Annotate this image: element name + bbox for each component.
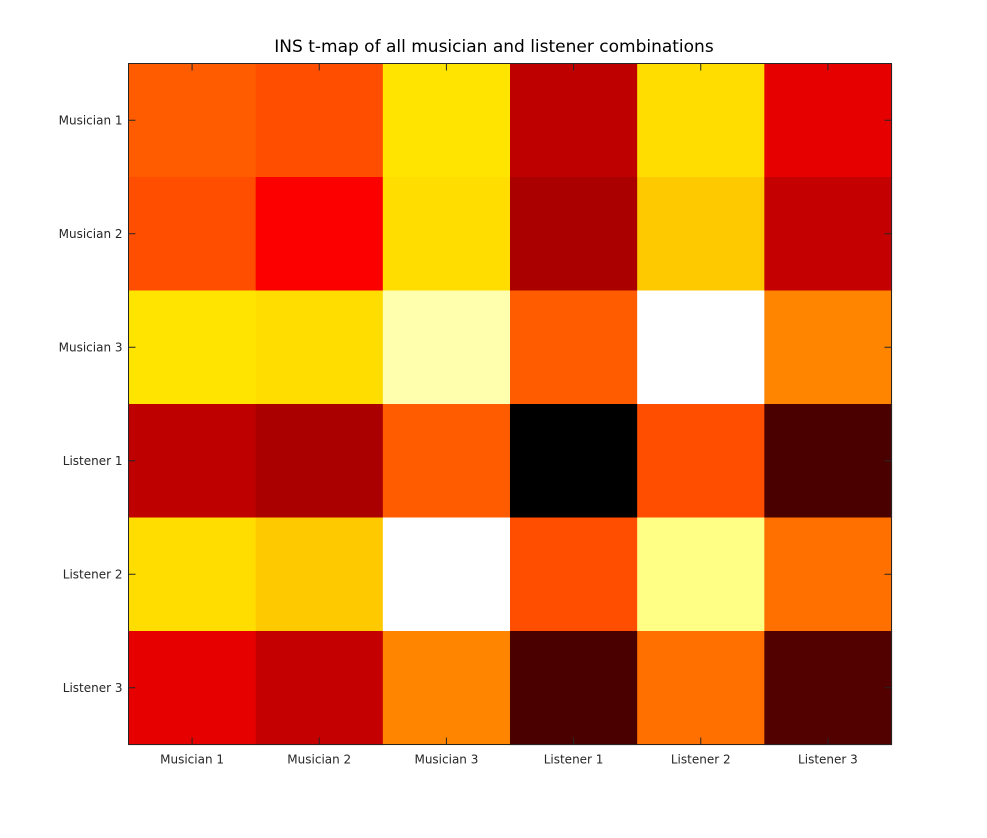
heatmap-cell	[255, 517, 384, 632]
heatmap-cell	[128, 63, 257, 178]
heatmap-cell	[637, 631, 765, 746]
heatmap-cell	[255, 631, 384, 746]
heatmap-cell	[382, 517, 511, 632]
heatmap-cell	[128, 290, 257, 405]
heatmap-cells	[128, 63, 893, 746]
y-tick-label: Listener 2	[63, 567, 123, 581]
heatmap-cell	[255, 63, 384, 178]
heatmap-cell	[255, 290, 384, 405]
y-tick-label: Listener 1	[63, 454, 123, 468]
heatmap-cell	[128, 517, 257, 632]
x-tick-label: Musician 3	[414, 753, 478, 767]
y-tick-label: Musician 2	[59, 227, 123, 241]
x-tick-label: Musician 2	[287, 753, 351, 767]
heatmap-cell	[637, 404, 765, 519]
heatmap-cell	[382, 177, 511, 292]
heatmap-cell	[382, 404, 511, 519]
heatmap-cell	[255, 177, 384, 292]
tick-labels: Musician 1 Musician 2 Musician 3 Listener 1…	[59, 113, 858, 766]
heatmap-cell	[764, 517, 893, 632]
heatmap-cell	[764, 290, 893, 405]
heatmap-cell	[764, 177, 893, 292]
heatmap-cell	[510, 631, 638, 746]
y-tick-label: Listener 3	[63, 681, 123, 695]
heatmap-cell	[255, 404, 384, 519]
heatmap-cell	[637, 177, 765, 292]
x-tick-label: Listener 2	[671, 753, 731, 767]
heatmap-cell	[128, 404, 257, 519]
heatmap-cell	[764, 404, 893, 519]
heatmap-cell	[510, 177, 638, 292]
chart-title: INS t-map of all musician and listener c…	[274, 37, 714, 57]
heatmap-cell	[510, 404, 638, 519]
heatmap-cell	[637, 517, 765, 632]
axis-ticks	[128, 63, 892, 745]
heatmap-cell	[382, 631, 511, 746]
x-tick-label: Listener 3	[798, 753, 858, 767]
x-tick-label: Musician 1	[160, 753, 224, 767]
y-tick-label: Musician 1	[59, 113, 123, 127]
heatmap-cell	[510, 63, 638, 178]
heatmap-cell	[637, 290, 765, 405]
heatmap-cell	[764, 63, 893, 178]
heatmap-cell	[764, 631, 893, 746]
y-tick-label: Musician 3	[59, 340, 123, 354]
heatmap-cell	[128, 177, 257, 292]
heatmap-cell	[128, 631, 257, 746]
heatmap-cell	[637, 63, 765, 178]
heatmap-cell	[382, 290, 511, 405]
heatmap-cell	[510, 290, 638, 405]
heatmap-cell	[382, 63, 511, 178]
heatmap-cell	[510, 517, 638, 632]
x-tick-label: Listener 1	[544, 753, 604, 767]
plot-frame	[128, 63, 892, 745]
